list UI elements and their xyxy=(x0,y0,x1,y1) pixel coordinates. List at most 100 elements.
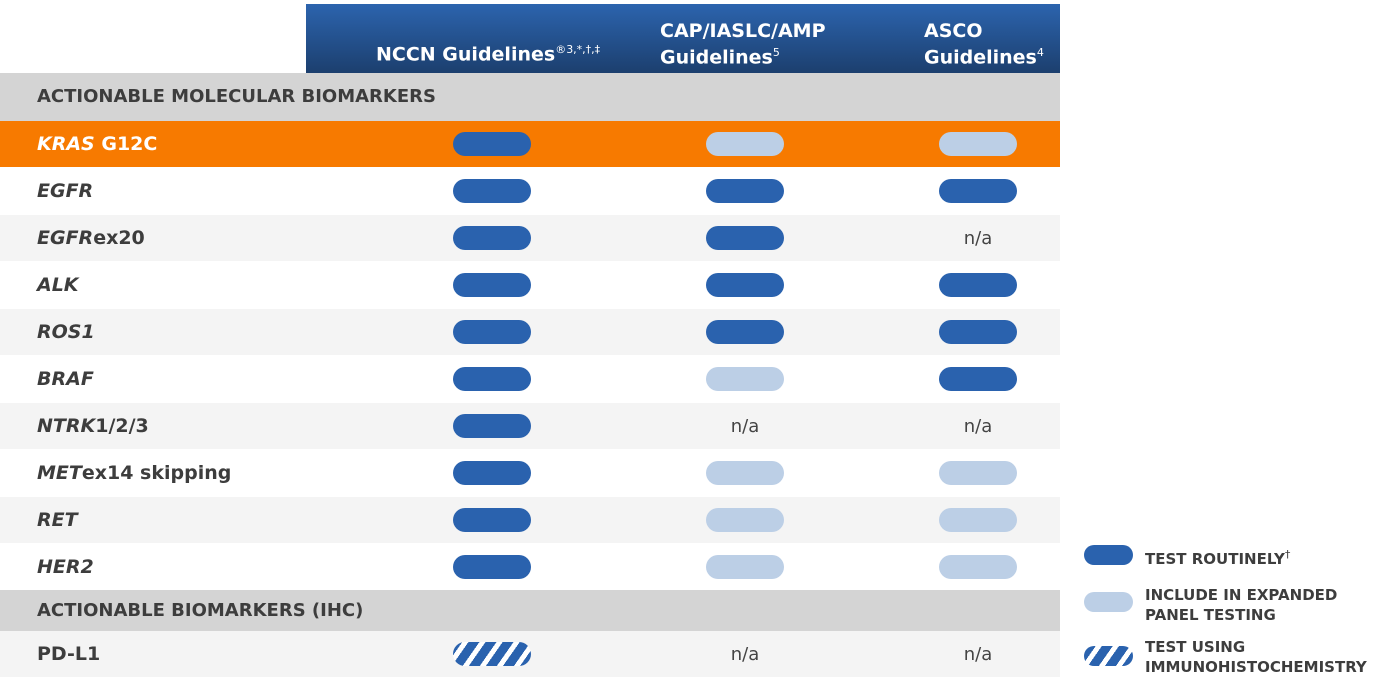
legend-ihc-swatch xyxy=(1084,646,1133,666)
test-routinely-pill xyxy=(939,179,1017,203)
table-cell xyxy=(685,356,805,402)
row-label: HER2 xyxy=(37,544,94,590)
table-cell xyxy=(685,168,805,214)
expanded-panel-pill xyxy=(706,132,784,156)
expanded-panel-pill xyxy=(939,132,1017,156)
table-cell xyxy=(918,121,1038,167)
table-cell xyxy=(685,215,805,261)
table-cell xyxy=(918,168,1038,214)
header-asco-sup: 4 xyxy=(1036,46,1044,59)
table-cell: n/a xyxy=(918,403,1038,449)
gene-suffix: G12C xyxy=(94,133,158,155)
table-cell xyxy=(432,497,552,543)
legend-routine-swatch xyxy=(1084,545,1133,565)
gene-suffix: 1/2/3 xyxy=(95,415,149,437)
table-cell xyxy=(432,262,552,308)
test-routinely-pill xyxy=(453,132,531,156)
expanded-panel-pill xyxy=(939,461,1017,485)
table-cell xyxy=(432,215,552,261)
gene-name: EGFR xyxy=(37,227,94,249)
test-routinely-pill xyxy=(453,273,531,297)
na-text: n/a xyxy=(963,227,993,249)
expanded-panel-pill xyxy=(706,508,784,532)
legend-ihc-l1: TEST USING xyxy=(1145,638,1246,656)
section-header: ACTIONABLE MOLECULAR BIOMARKERS xyxy=(0,73,1060,121)
table-row: NTRK1/2/3 n/a n/a xyxy=(0,403,1060,449)
table-cell xyxy=(918,356,1038,402)
gene-name: EGFR xyxy=(37,180,94,202)
gene-name: BRAF xyxy=(37,368,94,390)
table-row: METex14 skipping xyxy=(0,450,1060,496)
header-nccn: NCCN Guidelines®3,*,†,‡ xyxy=(376,39,600,65)
row-label: KRAS G12C xyxy=(37,121,157,167)
table-row: EGFR xyxy=(0,168,1060,214)
table-row: BRAF xyxy=(0,356,1060,402)
legend-expanded-l1: INCLUDE IN EXPANDED xyxy=(1145,586,1338,604)
table-cell xyxy=(918,309,1038,355)
expanded-panel-pill xyxy=(706,461,784,485)
legend-routine-label: TEST ROUTINELY xyxy=(1145,550,1285,568)
table-row: RET xyxy=(0,497,1060,543)
na-text: n/a xyxy=(963,415,993,437)
row-label: ROS1 xyxy=(37,309,95,355)
row-label: RET xyxy=(37,497,78,543)
table-cell xyxy=(685,497,805,543)
test-routinely-pill xyxy=(706,320,784,344)
test-routinely-pill xyxy=(453,555,531,579)
table-header: NCCN Guidelines®3,*,†,‡ CAP/IASLC/AMP Gui… xyxy=(306,4,1060,73)
table-row: EGFRex20 n/a xyxy=(0,215,1060,261)
na-text: n/a xyxy=(730,643,760,665)
test-routinely-pill xyxy=(453,226,531,250)
row-label: NTRK1/2/3 xyxy=(37,403,149,449)
table-cell xyxy=(918,497,1038,543)
test-routinely-pill xyxy=(453,508,531,532)
table-cell xyxy=(432,544,552,590)
table-cell xyxy=(685,544,805,590)
header-nccn-label: NCCN Guidelines xyxy=(376,43,556,66)
table-cell xyxy=(432,168,552,214)
table-cell xyxy=(432,631,552,677)
header-cap-sup: 5 xyxy=(772,46,780,59)
section-label: ACTIONABLE BIOMARKERS (IHC) xyxy=(37,600,364,621)
row-label: METex14 skipping xyxy=(37,450,231,496)
header-asco-l1: ASCO xyxy=(924,20,983,42)
table-cell xyxy=(918,450,1038,496)
gene-suffix: ex14 skipping xyxy=(81,462,232,484)
table-cell: n/a xyxy=(685,403,805,449)
section-header: ACTIONABLE BIOMARKERS (IHC) xyxy=(0,590,1060,631)
row-label: PD-L1 xyxy=(37,631,100,677)
table-row: ROS1 xyxy=(0,309,1060,355)
header-cap-l2: Guidelines xyxy=(660,46,773,69)
header-asco-l2: Guidelines xyxy=(924,46,1037,69)
gene-name: NTRK xyxy=(37,415,96,437)
legend-expanded-swatch xyxy=(1084,592,1133,612)
gene-name: RET xyxy=(37,509,78,531)
header-cap-l1: CAP/IASLC/AMP xyxy=(660,20,826,42)
na-text: n/a xyxy=(730,415,760,437)
table-row: KRAS G12C xyxy=(0,121,1060,167)
gene-name: ROS1 xyxy=(37,321,95,343)
table-cell xyxy=(918,544,1038,590)
legend-ihc-l2: IMMUNOHISTOCHEMISTRY xyxy=(1145,658,1367,676)
table-cell xyxy=(432,356,552,402)
test-routinely-pill xyxy=(453,461,531,485)
row-label: ALK xyxy=(37,262,79,308)
test-routinely-pill xyxy=(939,273,1017,297)
table-cell xyxy=(685,121,805,167)
table-cell xyxy=(685,450,805,496)
row-label: EGFR xyxy=(37,168,93,214)
header-cap: CAP/IASLC/AMP Guidelines5 xyxy=(660,20,826,68)
table-cell xyxy=(432,450,552,496)
table-row: PD-L1 n/a n/a xyxy=(0,631,1060,677)
table-cell: n/a xyxy=(918,631,1038,677)
legend-routine-sup: † xyxy=(1284,548,1291,561)
gene-name: KRAS xyxy=(37,133,95,155)
table-cell: n/a xyxy=(918,215,1038,261)
expanded-panel-pill xyxy=(706,367,784,391)
test-routinely-pill xyxy=(939,320,1017,344)
table-cell xyxy=(918,262,1038,308)
header-nccn-sup: ®3,*,†,‡ xyxy=(555,43,601,56)
expanded-panel-pill xyxy=(939,555,1017,579)
table-row: HER2 xyxy=(0,544,1060,590)
gene-name: ALK xyxy=(37,274,79,296)
